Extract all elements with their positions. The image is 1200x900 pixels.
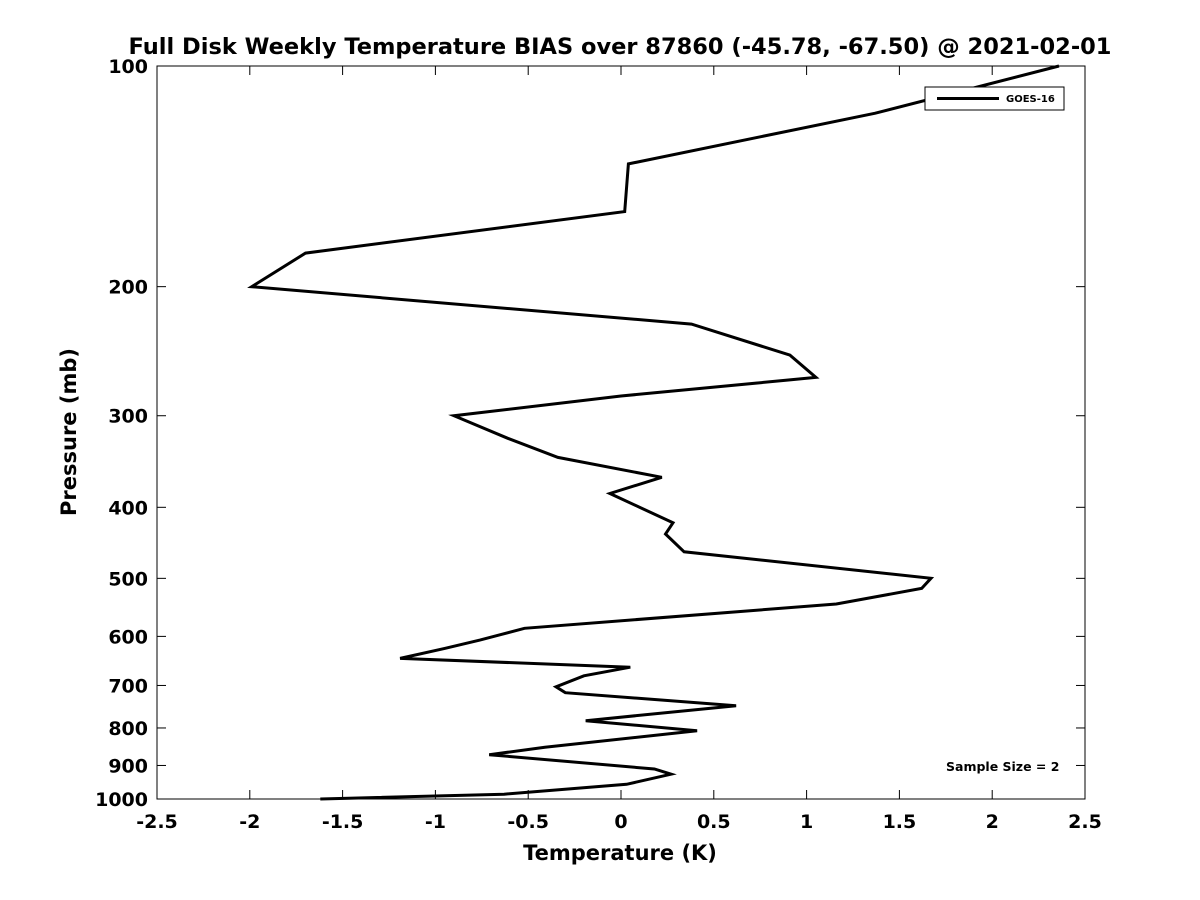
sample-size-annotation: Sample Size = 2 — [946, 759, 1059, 774]
y-axis: 100 200 300 400 500 600 700 800 900 1000 — [95, 56, 1085, 811]
x-axis: -2.5 -2 -1.5 -1 -0.5 0 0.5 1 1.5 2 2.5 — [136, 66, 1102, 833]
legend-label-goes-16: GOES-16 — [1006, 94, 1055, 105]
x-tick-label: -0.5 — [507, 811, 549, 833]
series-line-goes-16 — [247, 64, 1060, 801]
x-tick-label: -2 — [239, 811, 260, 833]
y-tick-label: 800 — [108, 718, 148, 740]
x-tick-label: 0 — [614, 811, 627, 833]
y-tick-label: 100 — [108, 56, 148, 78]
x-tick-label: 2 — [986, 811, 999, 833]
x-tick-label: 1 — [800, 811, 813, 833]
y-tick-label: 1000 — [95, 789, 148, 811]
y-tick-label: 200 — [108, 277, 148, 299]
x-tick-label: 1.5 — [883, 811, 917, 833]
y-tick-label: 700 — [108, 675, 148, 697]
legend: GOES-16 — [924, 86, 1065, 111]
chart-title: Full Disk Weekly Temperature BIAS over 8… — [129, 34, 1112, 60]
x-tick-label: 0.5 — [697, 811, 731, 833]
y-tick-label: 500 — [108, 568, 148, 590]
y-tick-label: 300 — [108, 406, 148, 428]
y-tick-label: 400 — [108, 497, 148, 519]
x-tick-label: -1 — [425, 811, 446, 833]
x-tick-label: 2.5 — [1068, 811, 1102, 833]
y-axis-label: Pressure (mb) — [57, 348, 81, 516]
y-tick-label: 900 — [108, 755, 148, 777]
series-layer — [247, 64, 1060, 801]
y-tick-label: 600 — [108, 626, 148, 648]
x-tick-label: -2.5 — [136, 811, 178, 833]
x-axis-label: Temperature (K) — [523, 841, 717, 865]
x-tick-label: -1.5 — [322, 811, 364, 833]
